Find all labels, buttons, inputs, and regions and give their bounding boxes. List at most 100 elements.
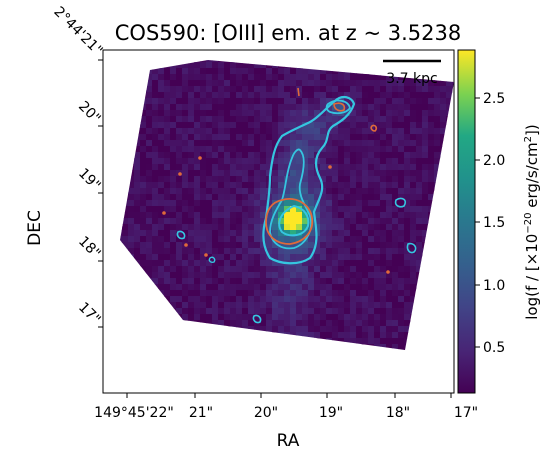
heatmap-cell	[440, 134, 447, 141]
contours	[162, 87, 417, 324]
heatmap-cell	[374, 242, 381, 249]
heatmap-cell	[236, 248, 243, 255]
heatmap-cell	[302, 302, 309, 309]
heatmap-cell	[416, 248, 423, 255]
heatmap-cell	[248, 158, 255, 165]
heatmap-cell	[290, 122, 297, 129]
heatmap-cell	[398, 152, 405, 159]
heatmap-cell	[170, 284, 177, 291]
heatmap-cell	[362, 218, 369, 225]
heatmap-cell	[248, 290, 255, 297]
heatmap-cell	[416, 116, 423, 123]
heatmap-cell	[260, 314, 267, 321]
heatmap-cell	[344, 308, 351, 315]
heatmap-cell	[152, 140, 159, 147]
heatmap-cell	[344, 302, 351, 309]
heatmap-cell	[410, 170, 417, 177]
heatmap-cell	[440, 80, 447, 87]
heatmap-cell	[272, 194, 279, 201]
colorbar-tick-label: 0.5	[483, 340, 505, 356]
heatmap-cell	[374, 170, 381, 177]
contour-top-knot-orange	[333, 102, 346, 112]
heatmap-cell	[368, 302, 375, 309]
heatmap-cell	[218, 110, 225, 117]
heatmap-cell	[230, 62, 237, 69]
heatmap-cell	[368, 290, 375, 297]
heatmap-cell	[314, 68, 321, 75]
heatmap-cell	[362, 224, 369, 231]
heatmap-cell	[434, 134, 441, 141]
heatmap-cell	[350, 200, 357, 207]
heatmap-cell	[308, 260, 315, 267]
heatmap-cell	[350, 80, 357, 87]
heatmap-cell	[368, 242, 375, 249]
heatmap-cell	[224, 194, 231, 201]
heatmap-cell	[374, 116, 381, 123]
heatmap-cell	[146, 134, 153, 141]
heatmap-cell	[158, 254, 165, 261]
heatmap-cell	[236, 134, 243, 141]
heatmap-cell	[164, 278, 171, 285]
heatmap-cell	[236, 146, 243, 153]
heatmap-cell	[212, 122, 219, 129]
contour-left-small	[208, 256, 216, 263]
heatmap-cell	[134, 182, 141, 189]
heatmap-cell	[374, 128, 381, 135]
heatmap-cell	[194, 98, 201, 105]
y-axis: 2°44'21" 20" 19" 18" 17" DEC	[25, 4, 105, 328]
heatmap-cell	[344, 272, 351, 279]
heatmap-cell	[206, 254, 213, 261]
heatmap-cell	[146, 140, 153, 147]
heatmap-cell	[224, 206, 231, 213]
heatmap-cell	[200, 98, 207, 105]
heatmap-cell	[368, 206, 375, 213]
heatmap-cell	[338, 194, 345, 201]
heatmap-cell	[284, 152, 291, 159]
heatmap-cell	[410, 176, 417, 183]
heatmap-cell	[386, 128, 393, 135]
heatmap-cell	[404, 86, 411, 93]
heatmap-cell	[224, 62, 231, 69]
heatmap-cell	[212, 68, 219, 75]
heatmap-cell	[374, 314, 381, 321]
heatmap-cell	[392, 164, 399, 171]
heatmap-cell	[278, 188, 285, 195]
heatmap-cell	[326, 236, 333, 243]
heatmap-cell	[440, 92, 447, 99]
heatmap-cell	[224, 296, 231, 303]
heatmap-cell	[428, 200, 435, 207]
heatmap-cell	[308, 104, 315, 111]
heatmap-cell	[272, 212, 279, 219]
heatmap-cell	[410, 110, 417, 117]
heatmap-cell	[194, 140, 201, 147]
heatmap-cell	[416, 140, 423, 147]
heatmap-cell	[212, 62, 219, 69]
heatmap-cell	[362, 74, 369, 81]
heatmap-cell	[236, 302, 243, 309]
heatmap-cell	[146, 206, 153, 213]
heatmap-cell	[266, 140, 273, 147]
heatmap-cell	[284, 194, 291, 201]
heatmap-cell	[290, 224, 297, 231]
heatmap-cell	[140, 206, 147, 213]
heatmap-cell	[242, 242, 249, 249]
heatmap-cell	[248, 182, 255, 189]
heatmap-cell	[320, 308, 327, 315]
heatmap-cell	[308, 110, 315, 117]
heatmap-cell	[260, 278, 267, 285]
heatmap-cell	[242, 158, 249, 165]
contour-right-blob2	[406, 242, 417, 254]
heatmap-cell	[302, 248, 309, 255]
heatmap-cell	[170, 272, 177, 279]
heatmap-cell	[368, 314, 375, 321]
heatmap-cell	[398, 284, 405, 291]
heatmap-cell	[278, 284, 285, 291]
heatmap-cell	[194, 230, 201, 237]
heatmap-cell	[242, 86, 249, 93]
heatmap-cell	[182, 182, 189, 189]
heatmap-cell	[218, 152, 225, 159]
heatmap-cell	[380, 284, 387, 291]
heatmap-cell	[218, 92, 225, 99]
heatmap-cell	[428, 98, 435, 105]
heatmap-cell	[386, 104, 393, 111]
